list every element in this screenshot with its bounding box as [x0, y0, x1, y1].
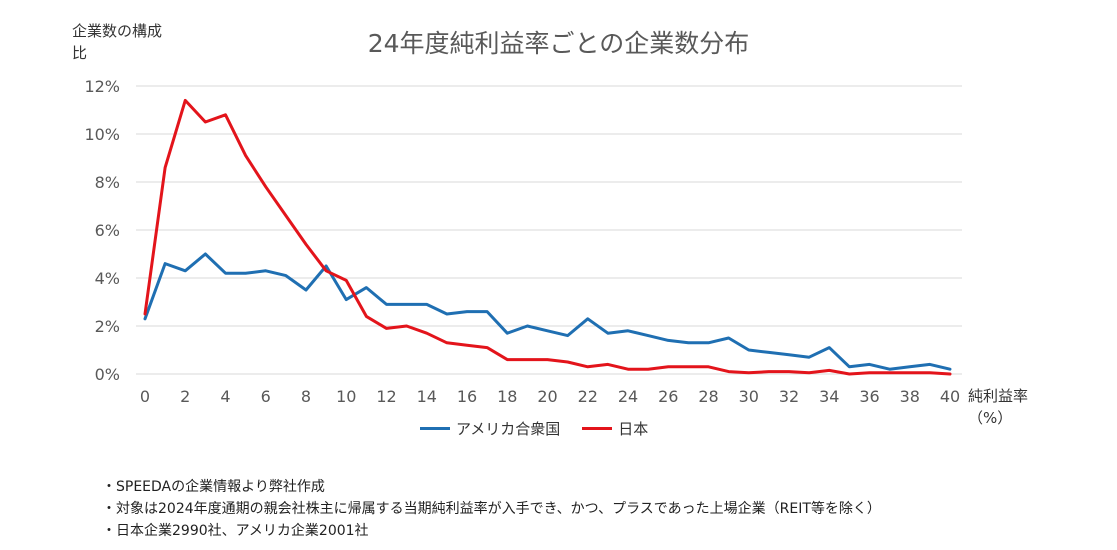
x-tick-label: 28: [698, 387, 718, 406]
y-tick-label: 8%: [95, 173, 120, 192]
y-tick-label: 12%: [84, 77, 120, 96]
y-tick-label: 2%: [95, 317, 120, 336]
x-tick-label: 30: [739, 387, 759, 406]
series-line-japan: [143, 98, 952, 376]
x-tick-label: 40: [940, 387, 960, 406]
footnotes: ・SPEEDAの企業情報より弊社作成 ・対象は2024年度通期の親会社株主に帰属…: [102, 476, 881, 542]
x-tick-label: 6: [261, 387, 271, 406]
x-tick-label: 8: [301, 387, 311, 406]
x-tick-label: 20: [537, 387, 557, 406]
x-tick-label: 24: [618, 387, 638, 406]
legend-swatch-usa: [420, 427, 450, 430]
y-tick-label: 0%: [95, 365, 120, 384]
x-tick-label: 26: [658, 387, 678, 406]
x-tick-label: 2: [180, 387, 190, 406]
x-tick-label: 14: [417, 387, 437, 406]
legend-label-japan: 日本: [618, 420, 649, 438]
x-tick-label: 32: [779, 387, 799, 406]
series-line-usa: [143, 252, 952, 371]
y-tick-label: 10%: [84, 125, 120, 144]
x-tick-label: 4: [220, 387, 230, 406]
legend: アメリカ合衆国 日本: [420, 418, 670, 439]
y-tick-label: 6%: [95, 221, 120, 240]
x-axis-label: 純利益率（%）: [968, 387, 1029, 427]
legend-item-japan: 日本: [582, 418, 648, 439]
x-tick-label: 16: [457, 387, 477, 406]
legend-item-usa: アメリカ合衆国: [420, 418, 560, 439]
footnote: ・日本企業2990社、アメリカ企業2001社: [102, 523, 369, 539]
x-tick-label: 10: [336, 387, 356, 406]
x-tick-label: 22: [578, 387, 598, 406]
x-tick-label: 0: [140, 387, 150, 406]
legend-swatch-japan: [582, 427, 613, 430]
footnote: ・SPEEDAの企業情報より弊社作成: [102, 479, 325, 495]
chart-title: 24年度純利益率ごとの企業数分布: [367, 29, 750, 58]
y-tick-label: 4%: [95, 269, 120, 288]
x-tick-label: 34: [819, 387, 839, 406]
x-tick-label: 18: [497, 387, 517, 406]
y-axis-label: 企業数の構成比: [72, 22, 163, 62]
legend-label-usa: アメリカ合衆国: [456, 420, 561, 438]
x-tick-label: 38: [900, 387, 920, 406]
footnote: ・対象は2024年度通期の親会社株主に帰属する当期純利益率が入手でき、かつ、プラ…: [102, 501, 881, 517]
x-tick-label: 12: [376, 387, 396, 406]
x-tick-label: 36: [859, 387, 879, 406]
